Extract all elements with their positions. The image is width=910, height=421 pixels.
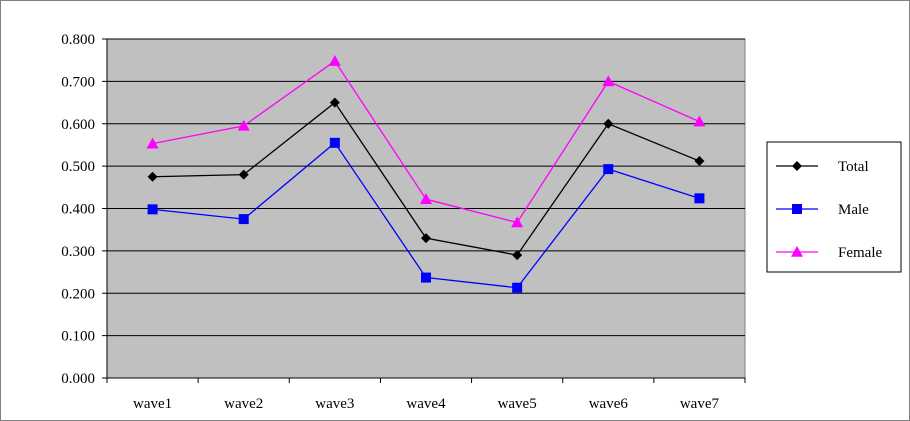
x-tick-labels: wave1 wave2 wave3 wave4 wave5 wave6 wave7 — [133, 396, 720, 412]
x-tick-label: wave6 — [589, 396, 629, 412]
data-point-total — [329, 97, 340, 108]
axes — [102, 38, 746, 383]
data-point-total — [421, 233, 431, 244]
legend-marker-total — [792, 161, 802, 171]
data-point-total — [694, 156, 705, 167]
y-tick-label: 0.000 — [61, 371, 95, 387]
series-lines — [146, 55, 706, 293]
data-point-female — [511, 216, 524, 228]
data-point-female — [693, 115, 706, 127]
data-point-female — [146, 137, 159, 149]
data-point-male — [512, 282, 523, 293]
data-point-female — [420, 193, 432, 204]
data-point-female — [328, 55, 341, 66]
x-tick-label: wave4 — [406, 396, 446, 412]
legend-marker-male — [792, 204, 802, 214]
x-tick-label: wave1 — [133, 396, 172, 412]
legend-label-male: Male — [838, 202, 869, 218]
y-tick-label: 0.800 — [61, 32, 95, 48]
legend-label-female: Female — [838, 245, 882, 261]
x-tick-label: wave5 — [498, 396, 537, 412]
data-point-male — [694, 193, 705, 204]
data-point-total — [512, 250, 523, 261]
data-point-male — [603, 164, 614, 175]
y-tick-label: 0.100 — [61, 329, 95, 345]
x-tick-label: wave3 — [315, 396, 354, 412]
data-point-male — [421, 272, 431, 283]
legend-label-total: Total — [838, 159, 869, 175]
x-tick-label: wave2 — [224, 396, 263, 412]
data-point-male — [147, 204, 158, 215]
y-tick-label: 0.400 — [61, 202, 95, 218]
y-tick-label: 0.500 — [61, 159, 95, 175]
y-tick-labels: 0.000 0.100 0.200 0.300 0.400 0.500 0.600 0.700… — [61, 32, 95, 387]
data-point-female — [602, 75, 615, 87]
legend: Total Male Female — [766, 141, 902, 273]
x-tick-label: wave7 — [680, 396, 720, 412]
data-point-female — [237, 119, 250, 131]
y-tick-label: 0.200 — [61, 286, 95, 302]
data-point-male — [238, 214, 249, 225]
legend-marker-female — [791, 246, 803, 257]
data-point-total — [603, 118, 614, 129]
data-point-total — [238, 169, 249, 180]
y-tick-label: 0.700 — [61, 74, 95, 90]
y-tick-label: 0.300 — [61, 244, 95, 260]
y-tick-label: 0.600 — [61, 117, 95, 133]
gridlines — [107, 38, 745, 337]
data-point-male — [329, 137, 340, 148]
legend-box — [766, 141, 902, 273]
data-point-total — [147, 171, 158, 182]
